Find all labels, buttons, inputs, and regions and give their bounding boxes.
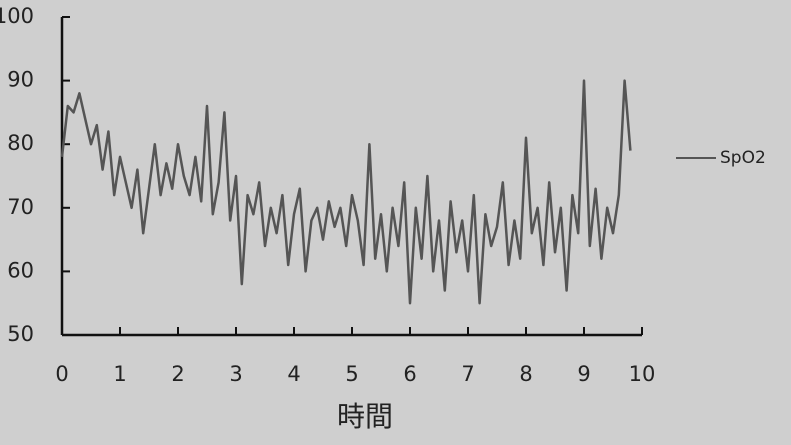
legend-label: SpO2 <box>720 148 766 168</box>
x-tick-label: 1 <box>113 362 126 386</box>
y-tick-label: 100 <box>0 4 34 28</box>
y-tick-label: 50 <box>7 322 34 346</box>
x-tick-label: 2 <box>171 362 184 386</box>
x-tick-label: 0 <box>55 362 68 386</box>
x-tick-label: 7 <box>461 362 474 386</box>
y-tick-label: 70 <box>7 195 34 219</box>
y-tick-label: 60 <box>7 258 34 282</box>
y-tick-label: 80 <box>7 131 34 155</box>
x-tick-label: 8 <box>519 362 532 386</box>
x-axis-label: 時間 <box>337 400 393 433</box>
data-line <box>60 79 632 305</box>
x-tick-label: 10 <box>629 362 656 386</box>
y-tick-label: 90 <box>7 68 34 92</box>
x-tick-label: 3 <box>229 362 242 386</box>
x-tick-label: 5 <box>345 362 358 386</box>
x-tick-label: 4 <box>287 362 300 386</box>
x-tick-label: 9 <box>577 362 590 386</box>
x-tick-label: 6 <box>403 362 416 386</box>
